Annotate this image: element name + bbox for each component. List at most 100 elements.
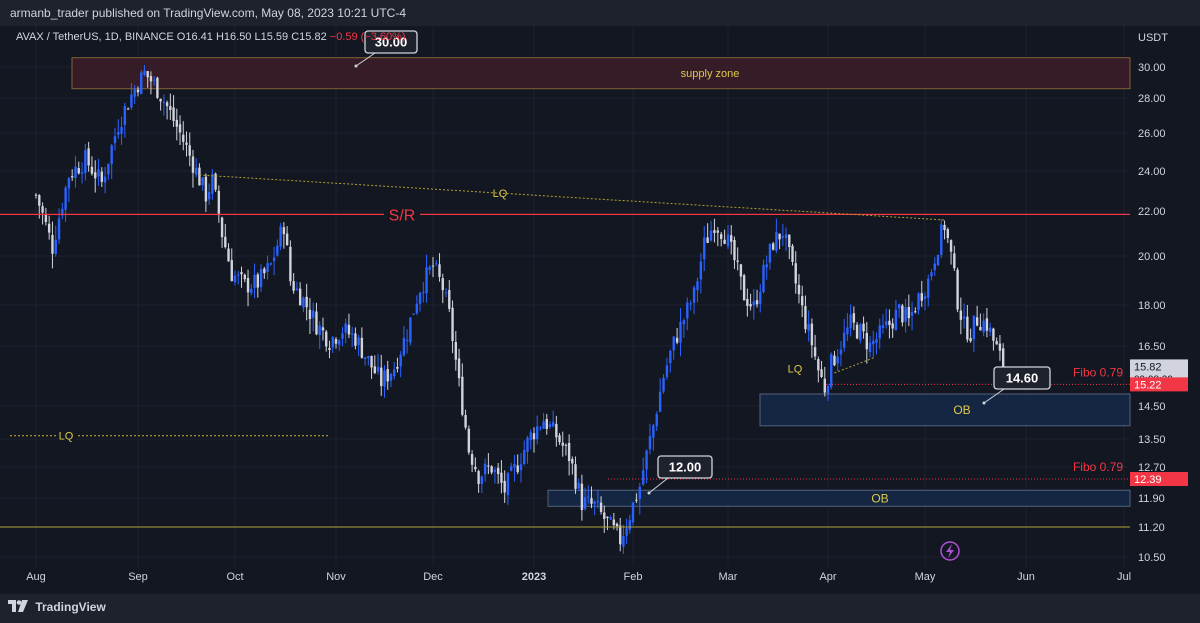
candle-body (535, 426, 539, 440)
candle-body (583, 497, 587, 509)
candle-body (696, 281, 699, 291)
candle-body (920, 293, 923, 301)
candle-body (962, 316, 966, 319)
candle-body (807, 323, 810, 331)
candle-body (998, 343, 1002, 351)
candle-body (74, 166, 77, 178)
candle-body (658, 391, 662, 412)
candle-body (749, 303, 752, 307)
candle-body (794, 263, 797, 284)
candle-body (833, 355, 836, 366)
candle-body (253, 274, 256, 289)
symbol-legend: AVAX / TetherUS, 1D, BINANCE O16.41 H16.… (16, 31, 406, 43)
candle-body (561, 442, 564, 446)
candle-body (64, 187, 67, 210)
candle-body (370, 355, 373, 368)
candle-body (201, 177, 204, 186)
price-tick-label: 26.00 (1138, 128, 1166, 140)
candle-body (321, 327, 325, 331)
candle-body (820, 369, 823, 378)
price-chart[interactable]: supply zone OB OB S/R LQ LQ LQ Fibo 0.79 Fibo 0… (0, 26, 1200, 594)
candle-body (107, 163, 110, 175)
price-callout: 12.00 (647, 455, 713, 495)
candle-body (577, 482, 580, 489)
candle-body (334, 339, 338, 344)
time-tick-label: Jul (1117, 571, 1131, 583)
price-callout: 14.60 (982, 366, 1051, 405)
candle-body (438, 264, 441, 277)
candle-body (513, 463, 516, 468)
candle-body (373, 366, 376, 373)
order-block-zone (759, 393, 1131, 427)
candle-body (276, 245, 279, 256)
candle-body (846, 327, 849, 335)
time-axis[interactable]: Aug Sep Oct Nov Dec 2023 Feb Mar Apr May Jun Jul (26, 571, 1131, 583)
candle-body (836, 356, 839, 364)
callout-dot (354, 64, 358, 68)
candle-body (580, 483, 584, 511)
candle-body (389, 374, 393, 381)
candle-body (739, 264, 743, 277)
price-tag-label: 12.39 (1134, 474, 1162, 486)
candle-body (302, 297, 305, 308)
candle-body (665, 365, 669, 377)
candle-body (240, 272, 243, 275)
candle-body (800, 296, 804, 306)
price-tag-label: 15.22 (1134, 379, 1162, 391)
sr-label-bg (384, 205, 420, 224)
candle-body (305, 296, 308, 308)
liquidity-trendline (199, 174, 945, 221)
candle-body (826, 386, 830, 394)
candle-body (230, 260, 233, 282)
candle-body (703, 237, 706, 260)
time-tick-label: 2023 (522, 571, 546, 583)
candle-body (376, 367, 380, 372)
price-tag-bg (1130, 377, 1188, 392)
lq-label-bg (58, 428, 76, 443)
candle-body (54, 239, 57, 254)
candle-body (178, 124, 182, 133)
candle-body (635, 499, 638, 501)
fibo-label: Fibo 0.79 (1073, 365, 1123, 379)
candle-body (706, 237, 709, 243)
candle-body (839, 349, 843, 355)
candle-body (564, 444, 568, 446)
price-axis[interactable]: USDT 30.00 28.00 26.00 24.00 22.00 20.00 18.00 1… (1138, 32, 1168, 564)
candle-body (662, 377, 665, 392)
candle-body (969, 338, 972, 342)
footer: TradingView (0, 594, 1200, 623)
callout-pointer (355, 52, 376, 67)
candle-body (638, 486, 641, 500)
candle-body (532, 433, 536, 440)
candle-body (162, 101, 166, 103)
candle-body (380, 367, 383, 387)
candle-body (865, 332, 868, 350)
candle-body (669, 350, 672, 364)
candle-body (622, 535, 625, 547)
candle-body (720, 234, 723, 239)
price-tick-label: 11.20 (1138, 522, 1165, 534)
candle-body (855, 324, 859, 339)
candle-body (927, 278, 930, 298)
lightning-icon[interactable] (940, 541, 960, 561)
candle-body (946, 229, 950, 239)
candle-body (775, 232, 778, 251)
candle-body (917, 293, 920, 311)
symbol-name: AVAX / TetherUS, 1D, BINANCE (16, 31, 174, 43)
candle-body (615, 523, 619, 527)
candle-body (431, 265, 435, 267)
candle-body (418, 292, 422, 304)
price-tag-label: 15.82 (1134, 361, 1162, 373)
lq-label: LQ (493, 188, 508, 200)
candle-body (872, 340, 875, 345)
candle-body (752, 301, 756, 306)
candle-body (686, 302, 689, 319)
tradingview-logo-icon[interactable] (8, 595, 28, 621)
candle-body (849, 314, 852, 329)
zone-label: supply zone (681, 68, 740, 80)
brand-name[interactable]: TradingView (35, 600, 106, 614)
candle-body (126, 108, 130, 110)
candle-body (120, 126, 123, 134)
candle-body (736, 260, 739, 262)
candle-body (315, 311, 318, 335)
